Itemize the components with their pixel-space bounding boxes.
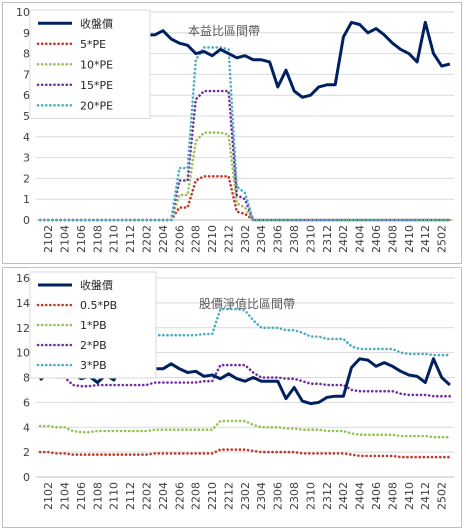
y-tick-label: 9	[23, 27, 30, 40]
series-line-1	[38, 448, 452, 459]
x-tick-label: 2108	[91, 225, 104, 253]
x-tick-label: 2208	[190, 225, 203, 253]
legend-label-2: 10*PE	[80, 58, 113, 71]
x-tick-label: 2304	[255, 225, 268, 253]
x-tick-label: 2502	[436, 482, 449, 510]
x-tick-label: 2404	[354, 482, 367, 510]
y-tick-label: 0	[23, 214, 30, 227]
y-tick-label: 10	[16, 347, 30, 360]
x-tick-label: 2502	[436, 225, 449, 253]
legend-label-1: 5*PE	[80, 38, 106, 51]
x-tick-label: 2412	[419, 482, 432, 510]
x-tick-label: 2206	[173, 482, 186, 510]
y-tick-label: 4	[23, 131, 30, 144]
x-tick-label: 2302	[239, 225, 252, 253]
y-tick-label: 4	[23, 421, 30, 434]
x-tick-label: 2310	[304, 225, 317, 253]
series-line-2	[38, 419, 452, 439]
x-tick-label: 2406	[370, 225, 383, 253]
y-tick-label: 0	[23, 471, 30, 484]
y-tick-label: 6	[23, 396, 30, 409]
x-tick-label: 2404	[354, 225, 367, 253]
y-tick-label: 7	[23, 68, 30, 81]
x-tick-label: 2402	[337, 225, 350, 253]
x-tick-label: 2106	[75, 225, 88, 253]
x-tick-label: 2402	[337, 482, 350, 510]
y-tick-label: 2	[23, 446, 30, 459]
x-tick-label: 2210	[206, 225, 219, 253]
x-tick-label: 2308	[288, 225, 301, 253]
x-tick-label: 2102	[42, 225, 55, 253]
x-tick-label: 2212	[222, 225, 235, 253]
x-tick-label: 2410	[403, 482, 416, 510]
x-tick-label: 2208	[190, 482, 203, 510]
x-tick-label: 2308	[288, 482, 301, 510]
y-tick-label: 8	[23, 372, 30, 385]
y-tick-label: 12	[16, 322, 30, 335]
legend-label-2: 1*PB	[80, 319, 107, 332]
legend-label-3: 2*PB	[80, 339, 107, 352]
x-tick-label: 2410	[403, 225, 416, 253]
y-tick-label: 1	[23, 193, 30, 206]
x-tick-label: 2312	[321, 225, 334, 253]
x-tick-label: 2212	[222, 482, 235, 510]
legend-label-4: 20*PE	[80, 99, 113, 112]
x-tick-label: 2302	[239, 482, 252, 510]
x-tick-label: 2106	[75, 482, 88, 510]
legend-label-0: 收盤價	[80, 16, 113, 30]
x-tick-label: 2412	[419, 225, 432, 253]
x-tick-label: 2306	[272, 225, 285, 253]
y-tick-label: 2	[23, 172, 30, 185]
y-tick-label: 6	[23, 89, 30, 102]
y-tick-label: 14	[16, 297, 30, 310]
x-tick-label: 2312	[321, 482, 334, 510]
x-tick-label: 2104	[59, 482, 72, 510]
chart-title: 本益比區間帶	[188, 24, 260, 38]
y-tick-label: 16	[16, 272, 30, 285]
legend-label-1: 0.5*PB	[80, 299, 117, 312]
x-tick-label: 2408	[386, 482, 399, 510]
x-tick-label: 2202	[140, 482, 153, 510]
x-tick-label: 2204	[157, 482, 170, 510]
x-tick-label: 2406	[370, 482, 383, 510]
pe-band-chart-panel: 0 1 2 3 4 5 6 7 8 9 10 2102 2104 2106 2108 2110 2112 2202…	[2, 2, 462, 264]
x-tick-label: 2110	[108, 482, 121, 510]
x-tick-label: 2102	[42, 482, 55, 510]
x-tick-label: 2104	[59, 225, 72, 253]
legend-label-3: 15*PE	[80, 79, 113, 92]
x-tick-label: 2202	[140, 225, 153, 253]
x-tick-label: 2310	[304, 482, 317, 510]
series-line-4	[38, 46, 452, 222]
x-tick-label: 2112	[124, 482, 137, 510]
legend-label-0: 收盤價	[80, 278, 113, 292]
y-tick-label: 8	[23, 48, 30, 61]
x-tick-label: 2408	[386, 225, 399, 253]
chart-title: 股價淨值比區間帶	[199, 296, 295, 311]
x-tick-label: 2112	[124, 225, 137, 253]
series-line-3	[38, 363, 452, 398]
legend-label-4: 3*PB	[80, 359, 107, 372]
y-tick-label: 5	[23, 110, 30, 123]
x-tick-label: 2306	[272, 482, 285, 510]
x-tick-label: 2304	[255, 482, 268, 510]
x-tick-label: 2110	[108, 225, 121, 253]
x-tick-label: 2206	[173, 225, 186, 253]
pb-band-chart-panel: 0 2 4 6 8 10 12 14 16 2102 2104 2106 2108 2110 2112 220…	[2, 267, 462, 528]
x-tick-label: 2204	[157, 225, 170, 253]
x-tick-label: 2210	[206, 482, 219, 510]
y-tick-label: 3	[23, 152, 30, 165]
series-line-4	[38, 307, 452, 357]
y-tick-label: 10	[16, 6, 30, 19]
pe-band-chart: 0 1 2 3 4 5 6 7 8 9 10 2102 2104 2106 2108 2110 2112 2202…	[2, 2, 462, 264]
x-tick-label: 2108	[91, 482, 104, 510]
